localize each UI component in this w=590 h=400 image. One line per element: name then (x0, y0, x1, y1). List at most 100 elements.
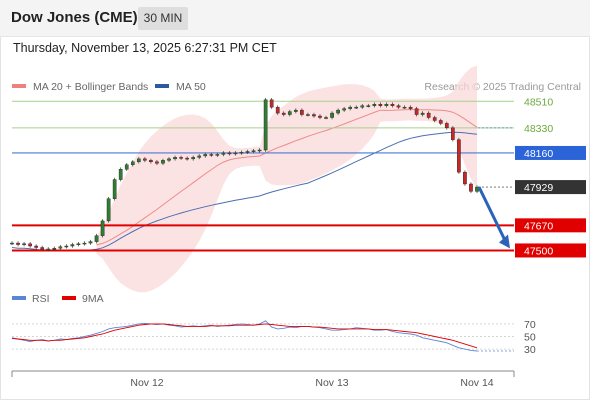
candle-body (318, 115, 322, 118)
candle-body (124, 164, 129, 170)
rsi-legend-label-0: RSI (32, 293, 50, 305)
candle-body (420, 112, 425, 115)
candle-body (378, 104, 383, 106)
candle-body (52, 248, 57, 250)
chart-datetime: Thursday, November 13, 2025 6:27:31 PM C… (13, 41, 277, 55)
candle-body (136, 158, 141, 163)
rsi-tick-2: 30 (524, 344, 536, 356)
candle-body (76, 243, 81, 246)
candle-body (257, 149, 262, 152)
candle-body (64, 245, 69, 248)
candle-body (203, 154, 208, 157)
rsi-ma-line (11, 323, 478, 349)
candle-body (300, 109, 304, 115)
candle-body (348, 106, 353, 109)
candle-body (28, 243, 32, 247)
rsi-legend-swatch-1 (62, 296, 76, 300)
candle-body (306, 114, 310, 116)
candle-body (185, 157, 189, 160)
candle-body (233, 152, 238, 155)
candle-body (22, 243, 26, 246)
candle-body (324, 117, 328, 119)
candle-body (10, 242, 14, 245)
level-tag-4 (515, 218, 586, 233)
candle-body (161, 160, 165, 164)
candle-body (444, 123, 449, 129)
candle-body (269, 99, 274, 108)
candle-body (118, 169, 123, 180)
candle-body (94, 235, 99, 242)
level-label-5: 47500 (524, 245, 553, 257)
forecast-arrow-head (499, 234, 510, 249)
candle-body (173, 157, 177, 160)
candle-body (155, 161, 159, 164)
candle-body (245, 151, 250, 153)
candle-body (312, 114, 316, 117)
candle-body (100, 220, 105, 236)
candle-body (106, 198, 111, 222)
candle-body (34, 245, 38, 248)
level-tag-2 (515, 145, 586, 160)
level-tag-5 (515, 243, 586, 258)
candle-body (239, 152, 244, 154)
candle-body (336, 109, 340, 114)
candle-body (372, 104, 377, 106)
candle-body (390, 104, 395, 106)
candle-body (275, 106, 280, 114)
candle-body (215, 154, 220, 156)
candle-body (82, 242, 87, 245)
candle-body (469, 183, 473, 192)
level-label-1: 48330 (524, 123, 553, 135)
x-axis-label-2: Nov 14 (460, 377, 493, 389)
candle-body (191, 157, 196, 160)
legend-label-0: MA 20 + Bollinger Bands (33, 81, 148, 93)
candle-body (396, 105, 401, 108)
header-bar: Dow Jones (CME) 30 MIN (0, 0, 590, 37)
rsi-tick-1: 50 (524, 332, 536, 344)
candle-body (463, 171, 467, 185)
candle-body (451, 127, 455, 140)
level-label-2: 48160 (524, 148, 553, 160)
candle-body (112, 179, 117, 199)
bollinger-band (96, 65, 477, 293)
rsi-line (11, 320, 478, 352)
candle-body (414, 108, 419, 115)
candle-body (432, 117, 437, 121)
candle-body (360, 105, 365, 108)
candle-body (251, 150, 256, 152)
candle-body (221, 152, 226, 155)
candle-body (179, 157, 183, 159)
candle-body (402, 106, 407, 109)
x-axis-label-1: Nov 13 (315, 377, 348, 389)
candle-body (330, 112, 334, 118)
candle-body (130, 161, 135, 165)
candle-body (167, 158, 171, 161)
level-label-4: 47670 (524, 220, 553, 232)
chart-credit: Research © 2025 Trading Central (424, 81, 581, 93)
candle-body (366, 105, 371, 107)
candle-body (287, 111, 292, 115)
ma20-line (96, 108, 478, 246)
candle-body (209, 154, 214, 156)
legend-swatch-0 (12, 84, 26, 88)
candle-body (293, 109, 298, 112)
candle-body (70, 244, 75, 247)
candle-body (143, 158, 147, 161)
candle-body (426, 112, 431, 118)
level-label-0: 48510 (524, 96, 553, 108)
candle-body (263, 99, 268, 151)
level-label-3: 47929 (524, 182, 553, 194)
rsi-legend-label-1: 9MA (82, 293, 104, 305)
candle-body (457, 139, 461, 173)
candle-body (40, 247, 45, 250)
candle-body (408, 106, 413, 109)
candle-body (354, 106, 359, 109)
candle-body (342, 108, 346, 111)
candle-body (88, 241, 93, 244)
x-axis-label-0: Nov 12 (130, 377, 163, 389)
candle-body (197, 155, 202, 158)
legend-swatch-1 (155, 84, 169, 88)
timeframe-badge[interactable]: 30 MIN (138, 7, 188, 30)
candle-body (384, 104, 389, 106)
